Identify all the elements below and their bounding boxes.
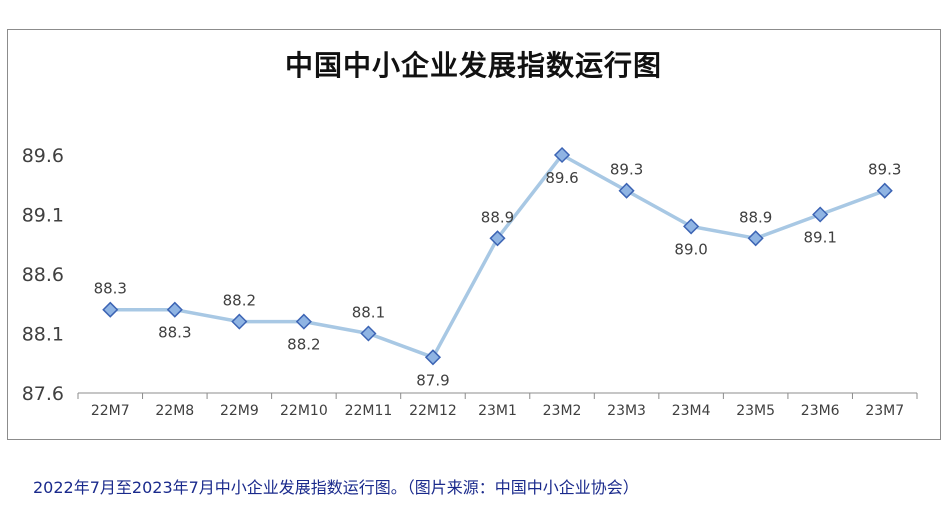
x-tick-label: 23M7 [865,403,904,419]
chart-title: 中国中小企业发展指数运行图 [284,49,662,82]
chart-frame [7,29,941,440]
x-tick-label: 23M3 [607,403,646,419]
data-point-marker [812,206,829,223]
data-label: 88.9 [481,208,514,226]
data-label: 88.2 [223,292,256,310]
y-tick-label: 88.6 [22,264,64,286]
data-label: 88.3 [94,280,127,298]
data-label: 88.9 [739,208,772,226]
x-tick-label: 22M7 [91,403,130,419]
data-point-marker [424,349,442,366]
data-point-marker [295,313,312,330]
data-point-marker [553,146,571,164]
data-label: 87.9 [416,371,449,389]
data-label: 89.3 [868,161,901,179]
data-point-marker [102,301,119,318]
y-tick-label: 88.1 [22,324,64,346]
x-tick-label: 23M1 [478,403,517,419]
x-tick-label: 23M2 [543,403,582,419]
data-point-marker [618,182,635,199]
series-line [110,153,886,360]
data-label: 89.1 [803,229,836,247]
data-point-marker [231,313,248,330]
data-point-marker [876,182,893,199]
x-tick-label: 22M10 [280,403,328,419]
y-tick-label: 89.1 [22,205,64,227]
data-label: 88.3 [158,324,191,342]
x-tick-label: 22M8 [155,403,194,419]
y-tick-label: 89.6 [22,145,64,167]
data-label: 89.6 [545,169,578,187]
figure-caption: 2022年7月至2023年7月中小企业发展指数运行图。（图片来源：中国中小企业协… [33,478,639,497]
x-tick-label: 23M6 [801,403,840,419]
x-tick-label: 23M5 [736,403,775,419]
x-tick-label: 23M4 [672,403,711,419]
data-point-marker [683,218,700,235]
data-point-marker [360,325,377,342]
x-tick-label: 22M9 [220,403,259,419]
data-label: 89.0 [674,240,707,258]
data-point-marker [166,301,183,318]
x-tick-label: 22M11 [345,403,393,419]
data-label: 89.3 [610,161,643,179]
data-label: 88.2 [287,336,320,354]
data-label: 88.1 [352,304,385,322]
y-tick-label: 87.6 [22,383,64,405]
data-point-marker [747,230,764,247]
x-tick-label: 22M12 [409,403,457,419]
data-point-marker [489,230,506,247]
